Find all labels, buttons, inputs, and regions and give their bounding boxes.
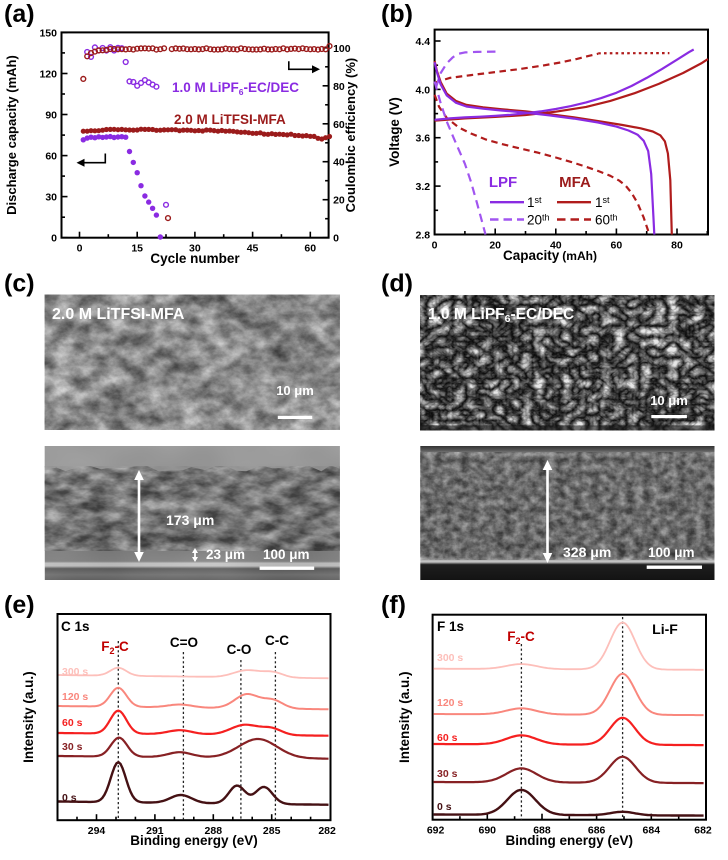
- svg-text:100 μm: 100 μm: [648, 545, 695, 560]
- svg-text:30 s: 30 s: [62, 741, 83, 753]
- svg-text:294: 294: [88, 825, 106, 837]
- svg-text:40: 40: [550, 240, 562, 252]
- svg-text:30: 30: [45, 192, 57, 204]
- svg-text:120 s: 120 s: [62, 691, 88, 703]
- svg-text:120 s: 120 s: [437, 697, 463, 709]
- svg-text:300 s: 300 s: [437, 652, 463, 664]
- svg-text:688: 688: [533, 825, 551, 837]
- svg-text:282: 282: [318, 825, 336, 837]
- svg-text:20: 20: [489, 240, 501, 252]
- svg-text:692: 692: [427, 825, 445, 837]
- svg-text:0: 0: [51, 233, 57, 245]
- svg-text:Cycle number: Cycle number: [150, 251, 240, 266]
- svg-text:1.0 M LiPF6-EC/DEC: 1.0 M LiPF6-EC/DEC: [172, 80, 299, 97]
- svg-text:100: 100: [333, 43, 351, 55]
- svg-text:C-O: C-O: [227, 642, 252, 657]
- svg-text:1st: 1st: [595, 195, 610, 210]
- svg-text:0 s: 0 s: [62, 792, 77, 804]
- svg-text:Binding energy (eV): Binding energy (eV): [130, 833, 258, 848]
- svg-text:Coulombic efficiency (%): Coulombic efficiency (%): [343, 58, 358, 213]
- svg-text:2.8: 2.8: [415, 230, 430, 242]
- svg-text:2.0 M LiTFSI-MFA: 2.0 M LiTFSI-MFA: [174, 112, 286, 127]
- svg-text:1st: 1st: [527, 195, 542, 210]
- svg-text:80: 80: [333, 81, 345, 93]
- svg-text:4.4: 4.4: [415, 36, 430, 48]
- svg-text:23 μm: 23 μm: [206, 547, 245, 562]
- svg-text:60 s: 60 s: [437, 732, 458, 744]
- svg-text:C-C: C-C: [265, 633, 289, 648]
- svg-text:60: 60: [611, 240, 623, 252]
- svg-text:F 1s: F 1s: [437, 619, 464, 634]
- svg-text:20: 20: [333, 195, 345, 207]
- svg-text:1.0 M LiPF6-EC/DEC: 1.0 M LiPF6-EC/DEC: [428, 306, 574, 325]
- svg-text:288: 288: [205, 825, 223, 837]
- svg-text:Binding energy (eV): Binding energy (eV): [506, 833, 634, 848]
- svg-text:Intensity (a.u.): Intensity (a.u.): [21, 671, 36, 763]
- svg-text:3.2: 3.2: [415, 181, 430, 193]
- svg-text:0: 0: [333, 233, 339, 245]
- svg-text:(c): (c): [4, 270, 35, 298]
- svg-text:80: 80: [671, 240, 683, 252]
- svg-text:60: 60: [304, 243, 316, 255]
- svg-text:30: 30: [189, 243, 201, 255]
- svg-text:328 μm: 328 μm: [563, 544, 611, 560]
- svg-text:100 μm: 100 μm: [263, 547, 310, 562]
- svg-text:60 s: 60 s: [62, 717, 83, 729]
- svg-text:4.0: 4.0: [415, 84, 430, 96]
- svg-text:285: 285: [263, 825, 281, 837]
- svg-text:C 1s: C 1s: [61, 619, 90, 634]
- svg-text:60: 60: [333, 119, 345, 131]
- svg-text:291: 291: [146, 825, 164, 837]
- svg-text:(f): (f): [381, 591, 406, 619]
- svg-text:(mAh): (mAh): [562, 249, 597, 263]
- svg-text:690: 690: [479, 825, 497, 837]
- svg-text:0: 0: [77, 243, 83, 255]
- svg-text:45: 45: [247, 243, 259, 255]
- svg-text:3.6: 3.6: [415, 133, 430, 145]
- svg-text:Capacity: Capacity: [503, 248, 560, 263]
- svg-text:Voltage (V): Voltage (V): [387, 97, 402, 167]
- svg-text:Li-F: Li-F: [652, 621, 678, 637]
- svg-text:120: 120: [39, 68, 57, 80]
- svg-text:LPF: LPF: [489, 174, 517, 191]
- svg-text:150: 150: [39, 27, 57, 39]
- svg-text:40: 40: [333, 157, 345, 169]
- svg-text:20th: 20th: [527, 213, 550, 228]
- svg-text:(e): (e): [4, 591, 35, 619]
- svg-text:Intensity (a.u.): Intensity (a.u.): [397, 671, 412, 763]
- svg-text:F2-C: F2-C: [507, 629, 535, 646]
- svg-text:682: 682: [694, 825, 712, 837]
- svg-text:300 s: 300 s: [62, 666, 88, 678]
- svg-text:0: 0: [432, 240, 438, 252]
- svg-text:173 μm: 173 μm: [166, 512, 214, 528]
- svg-text:686: 686: [588, 825, 606, 837]
- svg-text:Discharge capacity (mAh): Discharge capacity (mAh): [4, 55, 19, 215]
- svg-text:15: 15: [131, 243, 143, 255]
- svg-text:30 s: 30 s: [437, 768, 458, 780]
- svg-text:90: 90: [45, 110, 57, 122]
- svg-text:0 s: 0 s: [437, 801, 452, 813]
- svg-text:10 μm: 10 μm: [276, 383, 314, 398]
- svg-text:C=O: C=O: [170, 635, 198, 650]
- svg-text:(b): (b): [381, 0, 413, 28]
- svg-text:(d): (d): [381, 270, 413, 298]
- svg-text:F2-C: F2-C: [101, 639, 129, 656]
- svg-text:2.0 M LiTFSI-MFA: 2.0 M LiTFSI-MFA: [52, 306, 185, 323]
- svg-text:10 μm: 10 μm: [650, 393, 688, 408]
- svg-text:60th: 60th: [595, 213, 618, 228]
- svg-text:MFA: MFA: [559, 174, 591, 191]
- svg-text:(a): (a): [4, 0, 35, 28]
- svg-text:60: 60: [45, 151, 57, 163]
- svg-text:684: 684: [643, 825, 661, 837]
